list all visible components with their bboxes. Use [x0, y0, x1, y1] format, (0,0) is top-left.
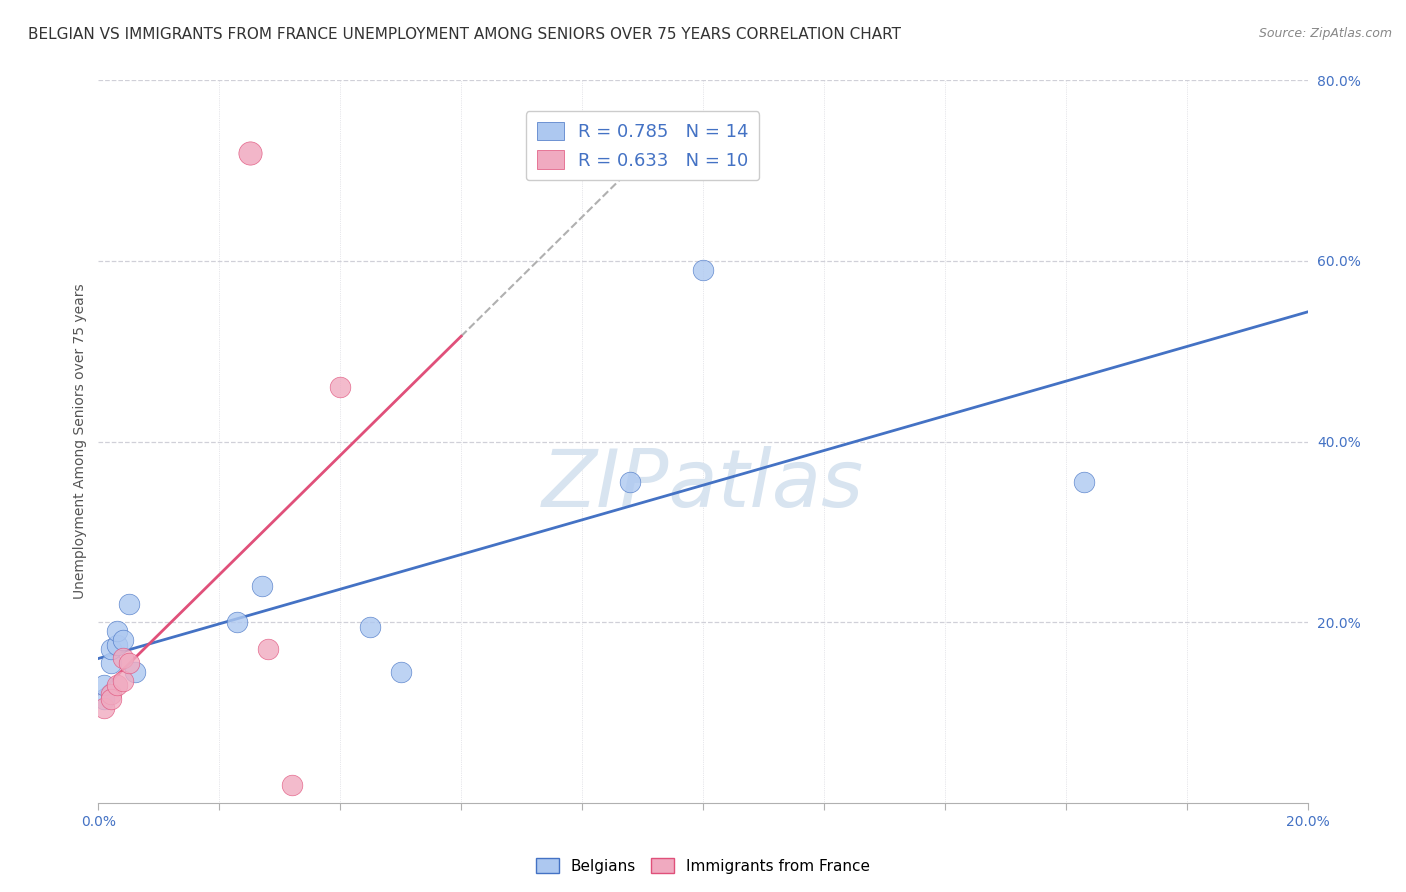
Point	[93, 692, 115, 706]
Point	[619, 475, 641, 490]
Legend: R = 0.785   N = 14, R = 0.633   N = 10: R = 0.785 N = 14, R = 0.633 N = 10	[526, 111, 759, 180]
Text: Source: ZipAtlas.com: Source: ZipAtlas.com	[1258, 27, 1392, 40]
Point	[111, 673, 134, 688]
Text: BELGIAN VS IMMIGRANTS FROM FRANCE UNEMPLOYMENT AMONG SENIORS OVER 75 YEARS CORRE: BELGIAN VS IMMIGRANTS FROM FRANCE UNEMPL…	[28, 27, 901, 42]
Point	[100, 642, 122, 657]
Point	[105, 624, 128, 639]
Point	[118, 656, 141, 670]
Y-axis label: Unemployment Among Seniors over 75 years: Unemployment Among Seniors over 75 years	[73, 284, 87, 599]
Point	[118, 597, 141, 611]
Point	[105, 638, 128, 652]
Point	[93, 701, 115, 715]
Point	[105, 678, 128, 692]
Point	[124, 665, 146, 679]
Point	[360, 620, 382, 634]
Point	[226, 615, 249, 630]
Point	[100, 687, 122, 701]
Point	[281, 778, 304, 792]
Point	[93, 678, 115, 692]
Point	[692, 263, 714, 277]
Point	[256, 642, 278, 657]
Point	[111, 651, 134, 665]
Point	[111, 633, 134, 648]
Text: ZIPatlas: ZIPatlas	[541, 446, 865, 524]
Point	[100, 656, 122, 670]
Point	[100, 692, 122, 706]
Legend: Belgians, Immigrants from France: Belgians, Immigrants from France	[530, 852, 876, 880]
Point	[250, 579, 273, 593]
Point	[1073, 475, 1095, 490]
Point	[329, 380, 352, 394]
Point	[239, 145, 262, 160]
Point	[389, 665, 412, 679]
